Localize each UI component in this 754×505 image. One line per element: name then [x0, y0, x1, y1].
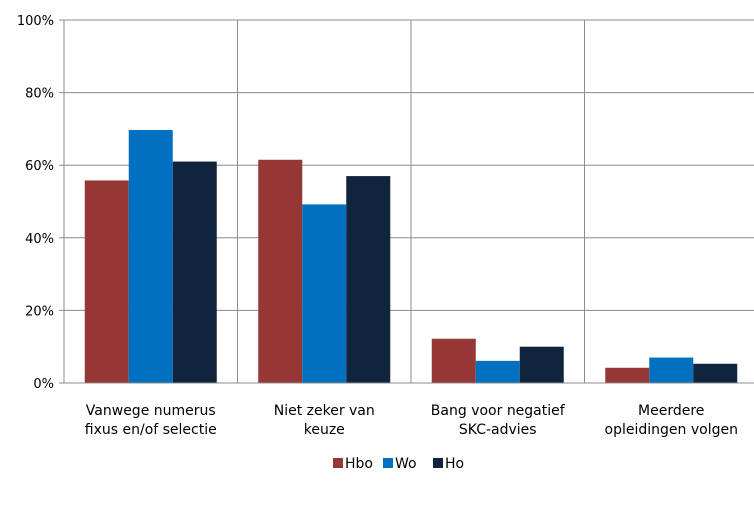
x-category-labels: Vanwege numerus fixus en/of selectie Niet … — [85, 403, 738, 438]
bar-ho-2 — [519, 346, 564, 383]
bar-wo-2 — [475, 360, 520, 383]
bar-ho-1 — [346, 176, 391, 383]
y-tick-labels: 0% 20% 40% 60% 80% 100% — [17, 14, 54, 392]
y-tick-label-5: 100% — [17, 14, 54, 29]
y-tick-label-2: 40% — [25, 232, 54, 247]
y-tick-label-3: 60% — [25, 159, 54, 174]
legend-swatch-ho — [433, 458, 443, 468]
x-category-label-3: Meerdere opleidingen volgen — [605, 403, 738, 438]
x-category-label-1: Niet zeker van keuze — [274, 403, 375, 438]
legend-label-wo: Wo — [395, 456, 417, 472]
y-tick-label-1: 20% — [25, 304, 54, 319]
x-category-label-0: Vanwege numerus fixus en/of selectie — [85, 403, 217, 438]
legend-swatch-hbo — [333, 458, 343, 468]
x-category-label-2: Bang voor negatief SKC-advies — [431, 403, 566, 438]
bar-hbo-1 — [258, 159, 303, 383]
bars — [84, 129, 738, 383]
bar-ho-3 — [693, 363, 738, 383]
bar-hbo-2 — [431, 338, 476, 383]
legend-label-ho: Ho — [445, 456, 464, 472]
legend-swatch-wo — [383, 458, 393, 468]
axes — [59, 19, 754, 384]
bar-hbo-0 — [84, 180, 129, 383]
bar-ho-0 — [172, 161, 217, 383]
bar-wo-0 — [128, 129, 173, 383]
legend-label-hbo: Hbo — [345, 456, 373, 472]
y-tick-label-0: 0% — [33, 377, 54, 392]
legend: Hbo Wo Ho — [333, 456, 464, 472]
bar-wo-1 — [302, 204, 347, 383]
bar-hbo-3 — [605, 367, 650, 383]
y-tick-label-4: 80% — [25, 87, 54, 102]
bar-wo-3 — [649, 357, 694, 383]
